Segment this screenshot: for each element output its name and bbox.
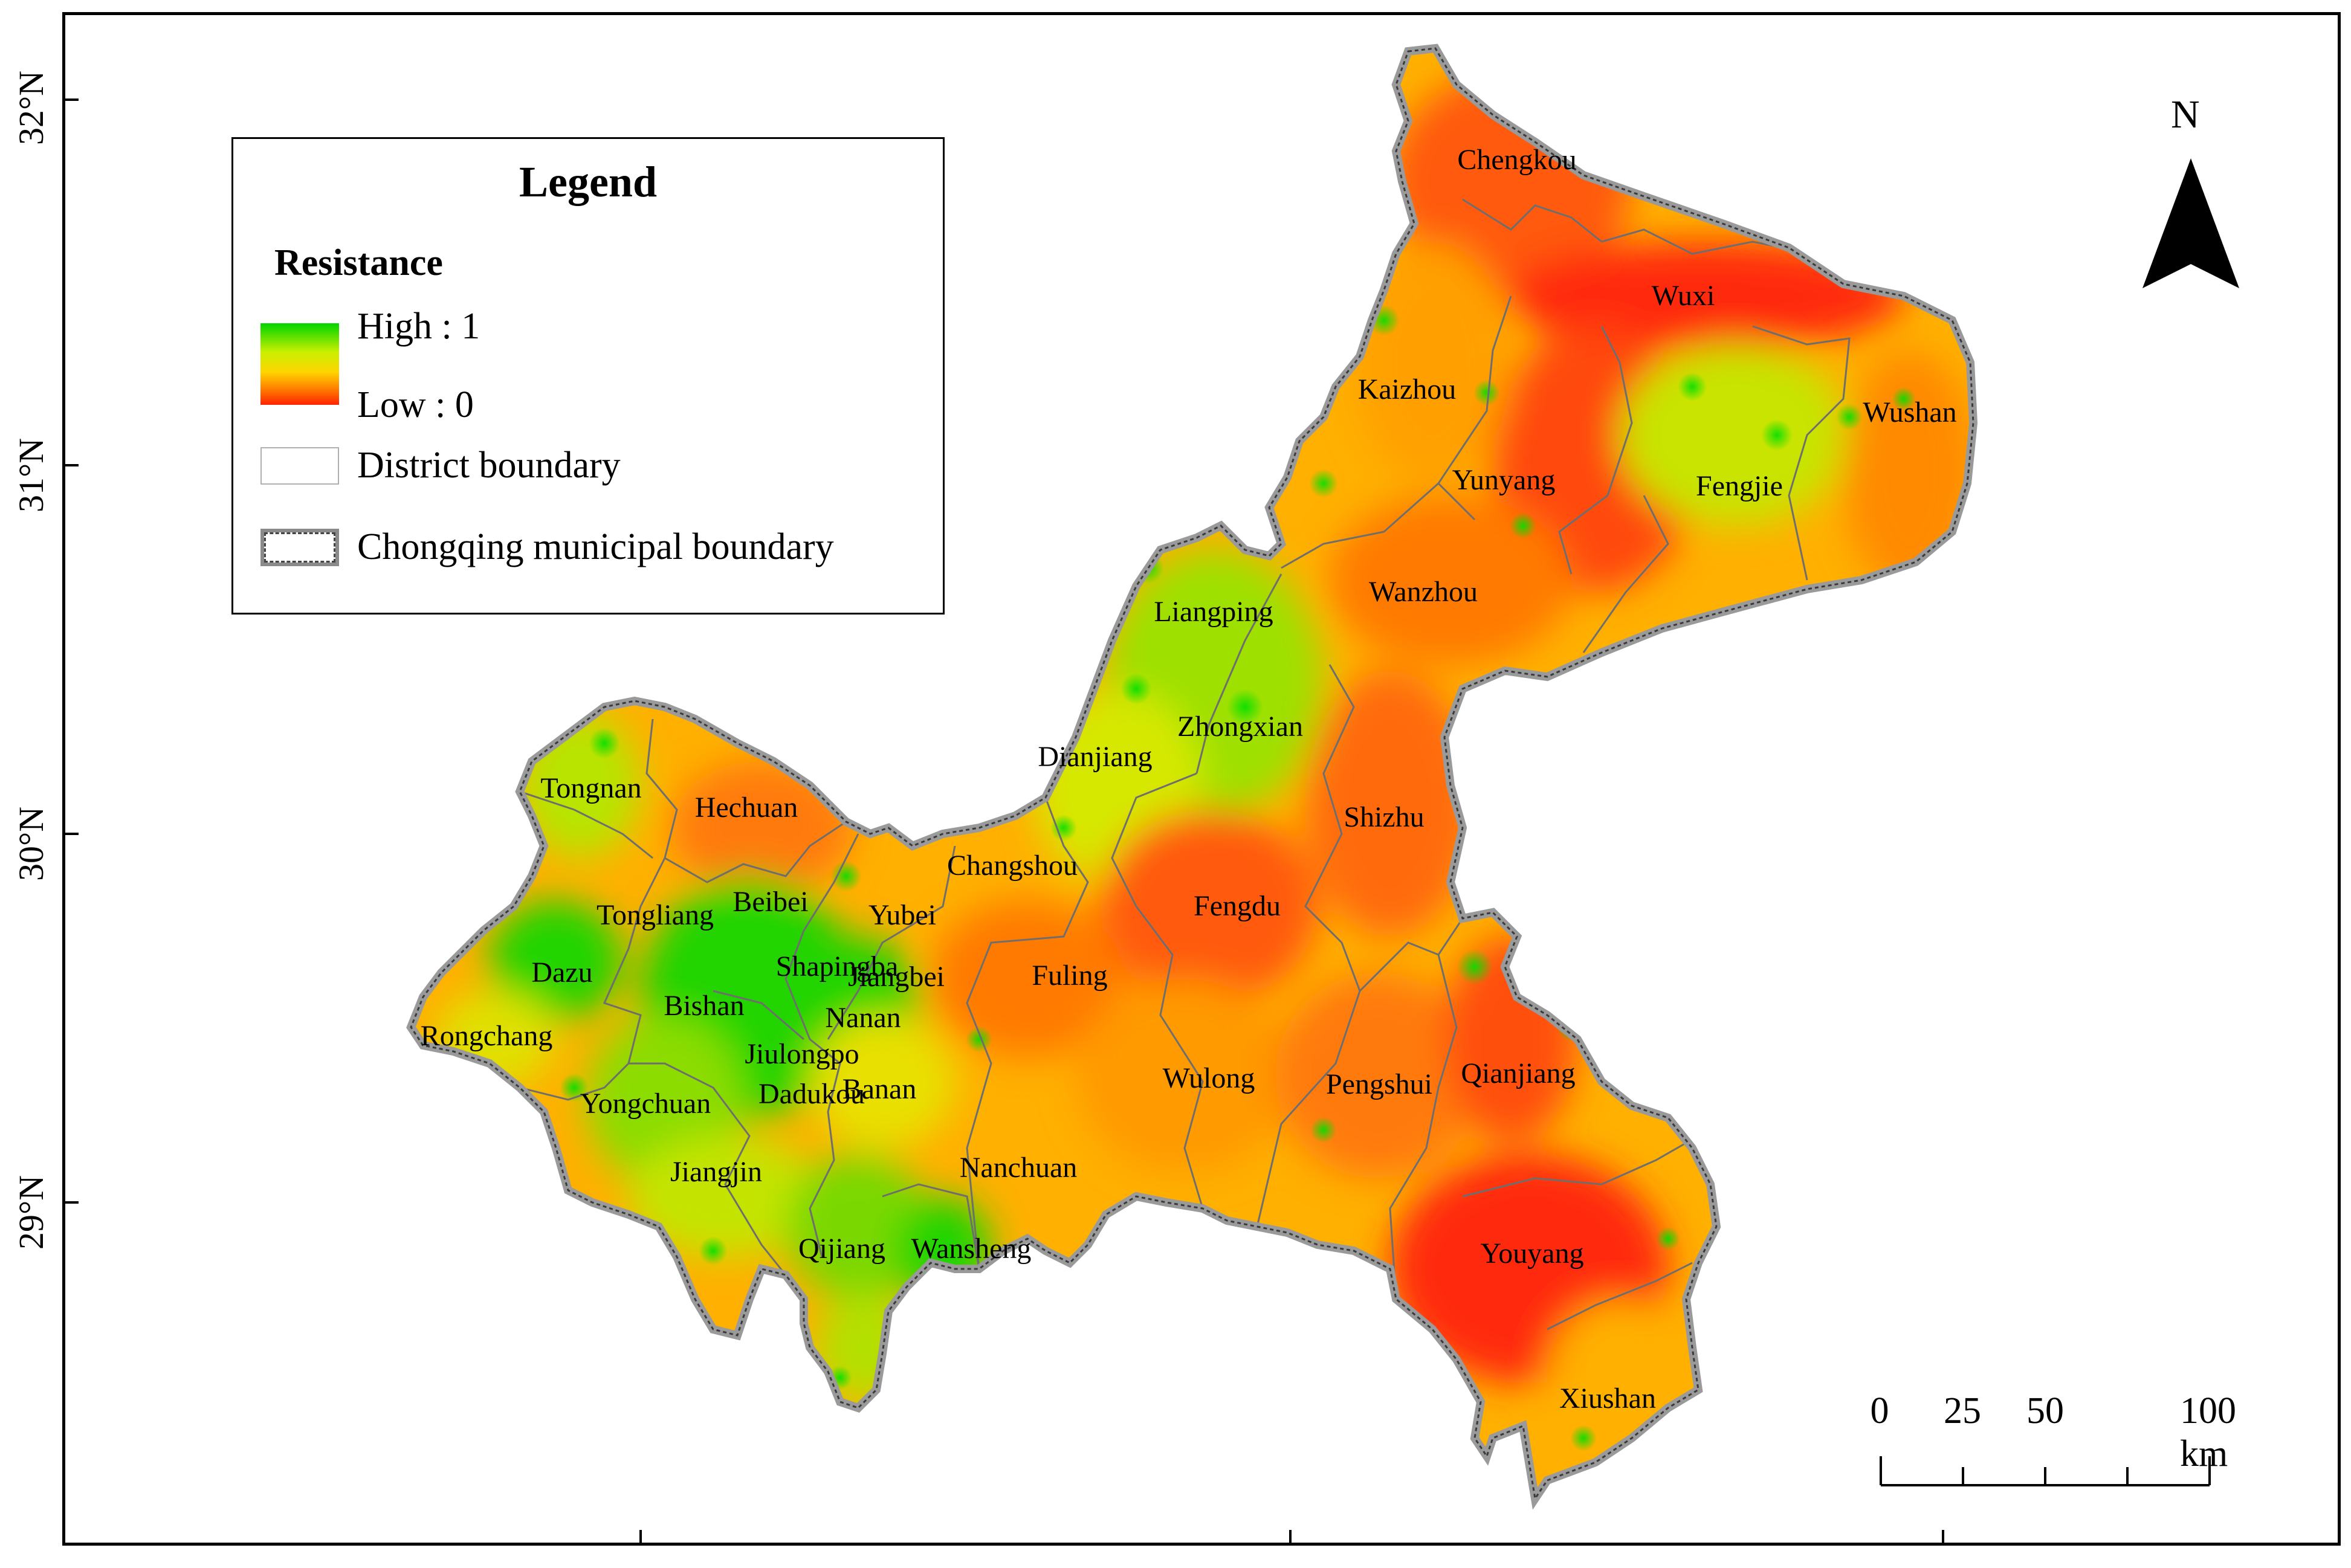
municipal-boundary-outer [406,44,1978,1510]
legend-low-label: Low : 0 [357,384,474,425]
district-label: Fengjie [1696,470,1783,502]
district-label: Wuxi [1652,280,1715,312]
municipal-boundary-swatch [260,529,339,566]
axis-ticks [62,98,1944,1546]
district-label: Liangping [1154,596,1273,628]
latitude-label: 32°N [11,70,51,145]
district-labels: Chengkou Wuxi Kaizhou Wushan Yunyang Fengjie W… [421,144,1957,1415]
district-label: Jiulongpo [745,1038,859,1070]
district-label: Youyang [1480,1237,1583,1270]
district-label: Yongchuan [580,1088,711,1120]
district-label: Pengshui [1326,1068,1432,1100]
latitude-label: 30°N [11,806,51,881]
district-label: Chengkou [1457,144,1576,176]
scale-tick-label: 50 [2026,1390,2064,1431]
scale-line [1880,1456,2211,1486]
latitude-label: 31°N [11,437,51,512]
resistance-surface [435,73,1973,1456]
district-label: Tongliang [597,899,714,931]
district-label: Kaizhou [1358,373,1457,405]
district-boundary-swatch [260,447,339,485]
district-label: Jiangbei [848,961,945,993]
district-label: Hechuan [695,792,798,824]
scale-tick-label: 0 [1870,1390,1889,1431]
district-label: Rongchang [421,1020,553,1052]
district-boundary-label: District boundary [357,445,621,486]
district-label: Wushan [1863,396,1956,428]
district-label: Xiushan [1559,1382,1656,1415]
district-label: Qijiang [798,1233,885,1265]
district-label: Nanchuan [960,1152,1078,1184]
municipal-boundary-label: Chongqing municipal boundary [357,526,834,567]
district-boundaries [519,198,1851,1331]
district-label: Beibei [732,886,808,918]
district-label: Banan [842,1073,917,1105]
district-label: Fuling [1032,960,1107,992]
district-label: Changshou [947,850,1078,882]
legend-high-label: High : 1 [357,306,480,347]
north-label: N [2171,92,2200,137]
district-label: Bishan [664,990,744,1022]
resistance-gradient-swatch [260,323,339,405]
district-label: Nanan [825,1002,901,1034]
legend-title: Legend [519,158,658,206]
latitude-label: 29°N [11,1175,51,1250]
legend: Legend Resistance High : 1 Low : 0 Distr… [231,137,945,615]
district-label: Wansheng [911,1233,1032,1265]
district-label: Fengdu [1194,890,1281,922]
district-label: Wanzhou [1369,576,1478,608]
district-label: Dazu [531,957,592,989]
district-label: Wulong [1163,1062,1255,1094]
scale-tick-label: 25 [1944,1390,1981,1431]
district-label: Shapingba [776,950,899,982]
district-label: Yunyang [1452,464,1556,496]
district-label: Shizhu [1344,801,1424,833]
district-label: Qianjiang [1461,1057,1575,1089]
north-arrow-icon [2142,158,2239,288]
district-label: Jiangjin [670,1156,762,1188]
scale-unit-label: 100 km [2180,1390,2236,1474]
district-label: Zhongxian [1177,711,1303,743]
district-label: Dianjiang [1038,741,1152,773]
legend-subtitle: Resistance [274,242,443,283]
scale-bar: 0 25 50 100 km [1870,1390,2236,1486]
district-label: Tongnan [540,772,641,804]
district-label: Dadukou [758,1078,865,1110]
map-frame [62,12,2341,1546]
district-label: Yubei [868,899,936,931]
